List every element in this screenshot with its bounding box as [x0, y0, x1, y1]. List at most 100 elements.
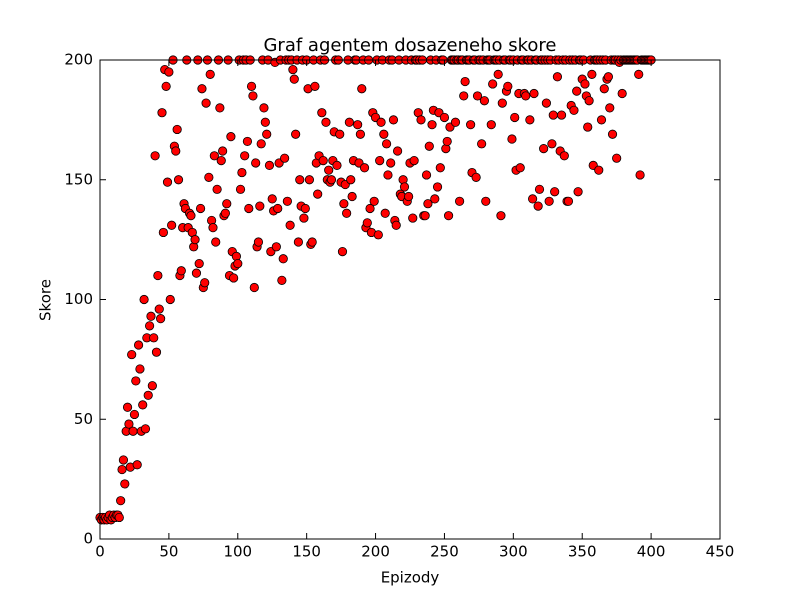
point: [471, 172, 481, 182]
point: [443, 211, 454, 221]
point: [205, 69, 215, 79]
point: [218, 146, 228, 156]
point: [347, 191, 357, 202]
point: [344, 117, 354, 127]
point: [380, 208, 390, 218]
point: [215, 103, 225, 113]
point: [304, 175, 315, 185]
point: [435, 163, 445, 173]
point: [583, 122, 593, 132]
point: [259, 103, 269, 113]
point: [229, 273, 239, 283]
point: [226, 132, 236, 142]
point: [164, 67, 174, 77]
point: [346, 175, 356, 185]
point: [408, 213, 418, 223]
y-tick-label: 100: [64, 290, 93, 308]
point: [481, 196, 491, 206]
point: [541, 98, 552, 108]
point: [420, 211, 430, 221]
point: [172, 124, 182, 135]
point: [424, 141, 434, 151]
point: [173, 175, 184, 185]
point: [197, 84, 207, 94]
point: [295, 175, 305, 185]
point: [544, 196, 554, 206]
point: [321, 117, 331, 127]
point: [120, 479, 130, 489]
point: [569, 105, 579, 115]
point: [503, 81, 513, 91]
point: [369, 196, 379, 206]
point: [260, 117, 270, 127]
point: [299, 213, 309, 223]
point: [525, 115, 535, 125]
point: [313, 189, 323, 199]
point: [617, 88, 627, 99]
point: [291, 129, 301, 139]
point: [204, 172, 214, 182]
point: [216, 155, 226, 166]
point: [256, 139, 266, 149]
point: [116, 496, 126, 506]
point: [132, 460, 142, 470]
point: [472, 91, 483, 101]
x-axis-label: Epizody: [381, 569, 440, 587]
point: [117, 464, 127, 475]
point: [493, 69, 503, 79]
point: [404, 191, 414, 202]
point: [114, 512, 124, 523]
point: [186, 211, 196, 221]
point: [131, 376, 141, 386]
point: [376, 117, 386, 127]
point: [534, 184, 545, 194]
point: [271, 242, 281, 252]
y-axis-label: Skore: [37, 279, 55, 321]
point: [460, 76, 470, 87]
point: [161, 81, 171, 91]
point: [129, 409, 140, 420]
point: [143, 390, 153, 400]
point: [242, 136, 253, 147]
point: [277, 275, 287, 285]
point: [427, 120, 437, 130]
point: [244, 203, 254, 214]
x-tick-label: 250: [430, 543, 459, 561]
point: [556, 110, 567, 120]
point: [273, 203, 283, 214]
point: [342, 208, 352, 218]
point: [145, 321, 155, 331]
point: [285, 220, 295, 230]
x-tick-label: 50: [159, 543, 178, 561]
point: [634, 69, 644, 79]
point: [357, 84, 367, 94]
point: [477, 139, 487, 149]
point: [365, 203, 375, 214]
point: [128, 426, 138, 436]
point: [439, 112, 450, 123]
point: [171, 146, 181, 156]
point: [139, 294, 149, 305]
point: [375, 155, 385, 166]
point: [539, 144, 549, 154]
point: [158, 227, 168, 238]
point: [280, 153, 290, 163]
axes: 0 50 100 150 200 250 300 350 400 450 0 50 100 150 200: [64, 51, 734, 561]
point: [150, 151, 160, 161]
point: [466, 120, 476, 130]
point: [253, 237, 264, 247]
point: [373, 230, 383, 240]
point: [211, 237, 221, 247]
point: [317, 108, 327, 118]
point: [176, 266, 186, 276]
point: [118, 455, 129, 465]
point: [233, 258, 243, 269]
chart-title: Graf agentem dosazeneho skore: [263, 35, 556, 56]
point: [318, 155, 328, 166]
point: [432, 182, 443, 192]
x-tick-label: 100: [223, 543, 252, 561]
point: [442, 136, 452, 147]
point: [147, 381, 157, 391]
point: [635, 170, 645, 180]
